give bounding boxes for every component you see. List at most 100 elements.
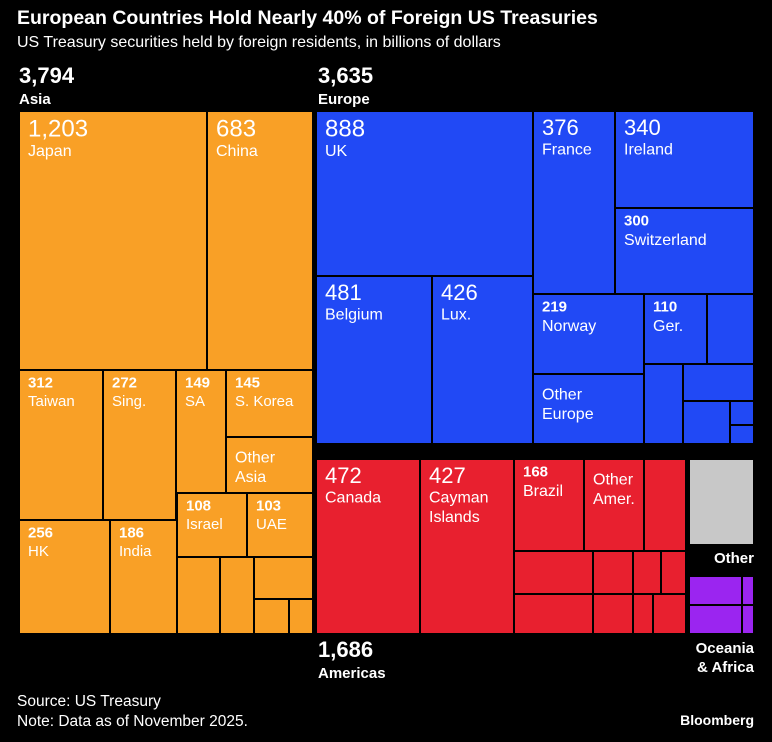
label-europe-uk: UK <box>325 143 348 160</box>
cell-europe-belgium <box>315 275 433 445</box>
value-europe-lux: 426 <box>441 280 478 305</box>
value-europe-ger: 110 <box>653 299 677 316</box>
bloomberg-logo: Bloomberg <box>680 712 754 728</box>
cell-americas-minor-16 <box>513 593 594 635</box>
cell-asia-minor-2 <box>253 556 314 600</box>
value-asia-taiwan: 312 <box>28 375 53 392</box>
label-asia-israel: Israel <box>186 516 223 533</box>
chart-title: European Countries Hold Nearly 40% of Fo… <box>17 7 598 29</box>
cell-europe-minor-8 <box>682 400 731 445</box>
cell-americas-minor-12 <box>513 550 594 595</box>
value-europe-france: 376 <box>542 115 579 140</box>
region-name-other: Other <box>714 550 754 567</box>
label-asia-india: India <box>119 543 152 560</box>
label-asia-china: China <box>216 143 258 160</box>
label-americas-other-amer-1: Amer. <box>593 491 635 508</box>
cell-americas-minor-13 <box>592 550 634 595</box>
value-europe-belgium: 481 <box>325 280 362 305</box>
label-europe-ger: Ger. <box>653 318 683 335</box>
label-asia-sing: Sing. <box>112 393 146 410</box>
value-americas-canada: 472 <box>325 463 362 488</box>
value-asia-sa: 149 <box>185 375 210 392</box>
source-note: Source: US Treasury <box>17 693 161 710</box>
label-europe-lux: Lux. <box>441 306 471 323</box>
label-asia-hk: HK <box>28 543 49 560</box>
label-europe-norway: Norway <box>542 318 596 335</box>
label-asia-taiwan: Taiwan <box>28 393 75 410</box>
value-asia-japan: 1,203 <box>28 116 88 143</box>
cell-asia-india <box>109 519 178 635</box>
label-americas-cayman-islands-0: Cayman <box>429 489 489 506</box>
region-name-asia: Asia <box>19 91 51 108</box>
label-europe-switzerland: Switzerland <box>624 232 707 249</box>
cell-asia-minor-4 <box>288 598 314 635</box>
label-europe-belgium: Belgium <box>325 306 383 323</box>
label-americas-cayman-islands-1: Islands <box>429 509 480 526</box>
cell-asia-s-korea <box>225 369 314 438</box>
cell-europe-uk <box>315 110 534 277</box>
cell-europe-france <box>532 110 616 295</box>
label-americas-brazil: Brazil <box>523 483 563 500</box>
label-asia-other-asia-1: Asia <box>235 469 266 486</box>
cell-europe-ireland <box>614 110 755 209</box>
cell-europe-minor-9 <box>729 400 755 426</box>
region-name-oceania-africa-1: & Africa <box>697 659 755 676</box>
label-asia-sa: SA <box>185 393 205 410</box>
cell-europe-minor-6 <box>643 363 684 445</box>
cell-americas-cayman-islands <box>419 458 515 635</box>
label-americas-canada: Canada <box>325 489 381 506</box>
cell-europe-other-europe <box>532 373 645 445</box>
value-asia-hk: 256 <box>28 525 53 542</box>
cell-asia-japan <box>18 110 208 371</box>
cell-europe-minor-5 <box>706 293 755 365</box>
cell-asia-uae <box>246 492 314 558</box>
value-europe-switzerland: 300 <box>624 213 649 230</box>
cell-americas-minor-14 <box>632 550 662 595</box>
value-americas-brazil: 168 <box>523 464 548 481</box>
region-value-americas: 1,686 <box>318 637 373 662</box>
cell-oceania-africa-minor-0 <box>741 575 755 606</box>
value-europe-uk: 888 <box>325 116 365 143</box>
data-note: Note: Data as of November 2025. <box>17 713 248 730</box>
cell-oceania-africa-minor-1 <box>741 604 755 635</box>
value-asia-india: 186 <box>119 525 144 542</box>
label-americas-other-amer-0: Other <box>593 472 634 489</box>
region-name-americas: Americas <box>318 665 386 682</box>
region-name-europe: Europe <box>318 91 370 108</box>
cell-americas-minor-11 <box>643 458 687 552</box>
cell-europe-minor-7 <box>682 363 755 402</box>
cell-americas-minor-17 <box>592 593 634 635</box>
chart-subtitle: US Treasury securities held by foreign r… <box>17 34 501 51</box>
region-value-asia: 3,794 <box>19 63 75 88</box>
cell-americas-minor-19 <box>652 593 687 635</box>
cell-asia-hk <box>18 519 111 635</box>
cell-asia-minor-3 <box>253 598 290 635</box>
value-europe-norway: 219 <box>542 299 567 316</box>
cell-oceania-africa-minor-2 <box>688 604 743 635</box>
label-asia-s-korea: S. Korea <box>235 393 294 410</box>
label-europe-ireland: Ireland <box>624 141 673 158</box>
cell-asia-china <box>206 110 314 371</box>
cell-asia-taiwan <box>18 369 104 521</box>
label-asia-japan: Japan <box>28 143 72 160</box>
cell-americas-other-amer <box>583 458 645 552</box>
label-europe-france: France <box>542 141 592 158</box>
cell-americas-minor-15 <box>660 550 687 595</box>
cell-europe-lux <box>431 275 534 445</box>
cell-americas-minor-18 <box>632 593 654 635</box>
cell-europe-ger <box>643 293 708 365</box>
cell-other <box>688 458 755 546</box>
cell-europe-norway <box>532 293 645 375</box>
cell-asia-sing <box>102 369 177 521</box>
region-name-oceania-africa-0: Oceania <box>696 640 755 657</box>
cell-asia-minor-0 <box>176 556 221 635</box>
value-asia-s-korea: 145 <box>235 375 260 392</box>
value-asia-uae: 103 <box>256 498 281 515</box>
value-asia-china: 683 <box>216 116 256 143</box>
label-asia-other-asia-0: Other <box>235 450 276 467</box>
label-europe-other-europe-0: Other <box>542 387 583 404</box>
value-asia-sing: 272 <box>112 375 137 392</box>
label-asia-uae: UAE <box>256 516 287 533</box>
value-asia-israel: 108 <box>186 498 211 515</box>
